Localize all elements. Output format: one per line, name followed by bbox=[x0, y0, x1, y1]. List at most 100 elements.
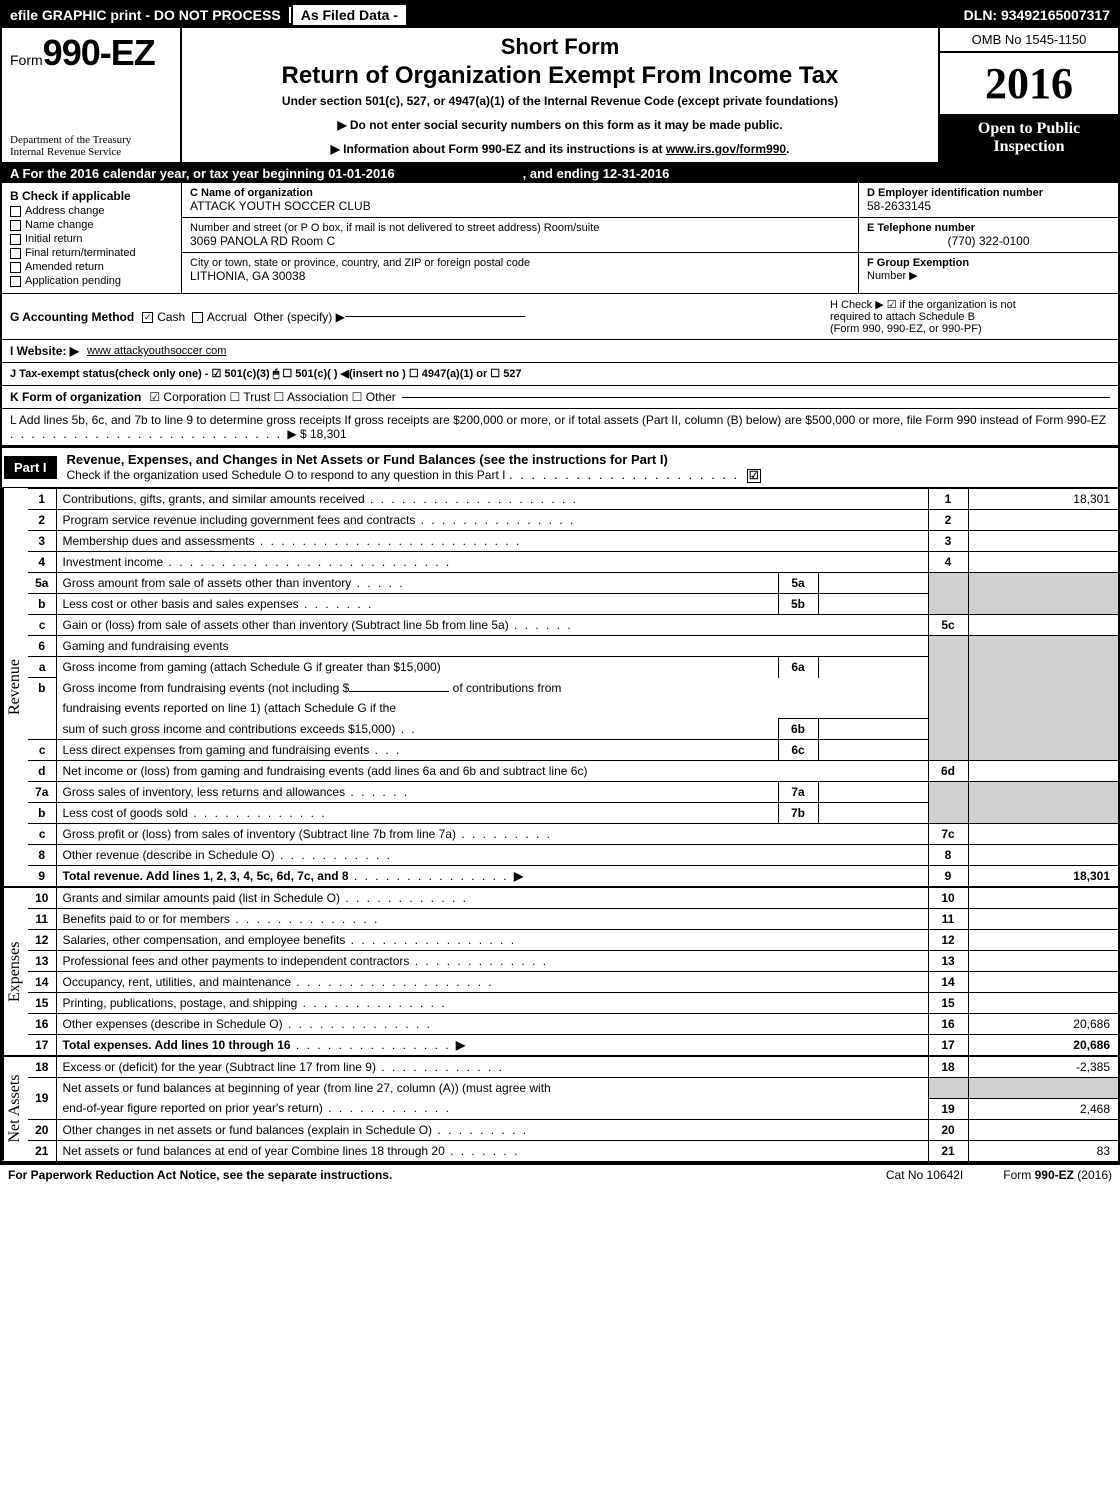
line-17: 17Total expenses. Add lines 10 through 1… bbox=[28, 1035, 1118, 1056]
section-c: C Name of organization ATTACK YOUTH SOCC… bbox=[182, 183, 858, 293]
grp-label2: Number ▶ bbox=[867, 269, 1110, 282]
chk-initial[interactable]: Initial return bbox=[10, 233, 173, 245]
section-b-title: B Check if applicable bbox=[10, 189, 173, 203]
line-21: 21Net assets or fund balances at end of … bbox=[28, 1140, 1118, 1161]
header-mid: Short Form Return of Organization Exempt… bbox=[182, 28, 938, 162]
amt-12 bbox=[968, 930, 1118, 951]
form-header: Form990-EZ Department of the Treasury In… bbox=[2, 28, 1118, 164]
g-label: G Accounting Method bbox=[10, 310, 134, 324]
row-i: I Website: ▶ www attackyouthsoccer com bbox=[2, 340, 1118, 363]
row-a-end: , and ending 12-31-2016 bbox=[523, 166, 670, 181]
amt-3 bbox=[968, 531, 1118, 552]
netassets-section: Net Assets 18Excess or (deficit) for the… bbox=[2, 1055, 1118, 1161]
row-l: L Add lines 5b, 6c, and 7b to line 9 to … bbox=[2, 409, 1118, 446]
website-link[interactable]: www attackyouthsoccer com bbox=[87, 345, 226, 357]
l-amount: ▶ $ 18,301 bbox=[287, 427, 346, 441]
amt-1: 18,301 bbox=[968, 489, 1118, 510]
amt-7c bbox=[968, 824, 1118, 845]
line-11: 11Benefits paid to or for members . . . … bbox=[28, 909, 1118, 930]
val-6a bbox=[818, 657, 928, 678]
val-6b bbox=[818, 719, 928, 740]
line-3: 3Membership dues and assessments . . . .… bbox=[28, 531, 1118, 552]
row-a: A For the 2016 calendar year, or tax yea… bbox=[2, 164, 1118, 183]
return-title: Return of Organization Exempt From Incom… bbox=[192, 62, 928, 90]
g-other: Other (specify) ▶ bbox=[254, 310, 345, 324]
chk-cash[interactable]: ✓Cash bbox=[142, 310, 185, 324]
dept-treasury: Department of the Treasury bbox=[10, 134, 172, 146]
line-5a: 5aGross amount from sale of assets other… bbox=[28, 573, 1118, 594]
tel-label: E Telephone number bbox=[867, 222, 1110, 234]
line-12: 12Salaries, other compensation, and empl… bbox=[28, 930, 1118, 951]
header-left: Form990-EZ Department of the Treasury In… bbox=[2, 28, 182, 162]
amt-2 bbox=[968, 510, 1118, 531]
k-label: K Form of organization bbox=[10, 390, 141, 404]
line-5c: cGain or (loss) from sale of assets othe… bbox=[28, 615, 1118, 636]
row-h: H Check ▶ ☑ if the organization is not r… bbox=[830, 298, 1110, 335]
org-name: ATTACK YOUTH SOCCER CLUB bbox=[190, 199, 850, 213]
org-city: LITHONIA, GA 30038 bbox=[190, 269, 850, 283]
expenses-table: 10Grants and similar amounts paid (list … bbox=[28, 888, 1118, 1055]
row-k: K Form of organization ☑ Corporation ☐ T… bbox=[2, 386, 1118, 409]
chk-amended[interactable]: Amended return bbox=[10, 261, 173, 273]
part1-check[interactable]: ☑ bbox=[747, 469, 761, 483]
chk-name[interactable]: Name change bbox=[10, 219, 173, 231]
chk-final[interactable]: Final return/terminated bbox=[10, 247, 173, 259]
l-text: L Add lines 5b, 6c, and 7b to line 9 to … bbox=[10, 413, 1106, 427]
org-city-row: City or town, state or province, country… bbox=[182, 253, 858, 287]
org-name-label: C Name of organization bbox=[190, 187, 850, 199]
line-2: 2Program service revenue including gover… bbox=[28, 510, 1118, 531]
part1-bar: Part I Revenue, Expenses, and Changes in… bbox=[2, 446, 1118, 488]
row-j: J Tax-exempt status(check only one) - ☑ … bbox=[2, 363, 1118, 386]
dept-block: Department of the Treasury Internal Reve… bbox=[10, 134, 172, 158]
val-7a bbox=[818, 782, 928, 803]
city-label: City or town, state or province, country… bbox=[190, 257, 850, 269]
chk-pending[interactable]: Application pending bbox=[10, 275, 173, 287]
omb-number: OMB No 1545-1150 bbox=[940, 28, 1118, 53]
irs-link[interactable]: www.irs.gov/form990 bbox=[666, 142, 786, 156]
tel-row: E Telephone number (770) 322-0100 bbox=[859, 218, 1118, 253]
form-number: Form990-EZ bbox=[10, 32, 172, 74]
topbar-left: efile GRAPHIC print - DO NOT PROCESS bbox=[2, 7, 291, 23]
line-7c: cGross profit or (loss) from sales of in… bbox=[28, 824, 1118, 845]
line-6: 6Gaming and fundraising events bbox=[28, 636, 1118, 657]
amt-9: 18,301 bbox=[968, 866, 1118, 887]
open-line1: Open to Public bbox=[944, 120, 1114, 138]
short-form-label: Short Form bbox=[192, 34, 928, 60]
revenue-sidelabel: Revenue bbox=[2, 488, 28, 886]
revenue-table: 1Contributions, gifts, grants, and simil… bbox=[28, 488, 1118, 886]
val-5b bbox=[818, 594, 928, 615]
footer-catno: Cat No 10642I bbox=[886, 1168, 963, 1182]
val-7b bbox=[818, 803, 928, 824]
ein-label: D Employer identification number bbox=[867, 187, 1110, 199]
org-street-row: Number and street (or P O box, if mail i… bbox=[182, 218, 858, 253]
tax-year: 2016 bbox=[940, 53, 1118, 114]
open-to-public: Open to Public Inspection bbox=[940, 114, 1118, 162]
row-g: G Accounting Method ✓Cash Accrual Other … bbox=[2, 294, 1118, 340]
line-8: 8Other revenue (describe in Schedule O) … bbox=[28, 845, 1118, 866]
amt-13 bbox=[968, 951, 1118, 972]
section-def: D Employer identification number 58-2633… bbox=[858, 183, 1118, 293]
line-19b: end-of-year figure reported on prior yea… bbox=[28, 1098, 1118, 1119]
line-15: 15Printing, publications, postage, and s… bbox=[28, 993, 1118, 1014]
line-20: 20Other changes in net assets or fund ba… bbox=[28, 1119, 1118, 1140]
chk-address[interactable]: Address change bbox=[10, 205, 173, 217]
line-10: 10Grants and similar amounts paid (list … bbox=[28, 888, 1118, 909]
line-7a: 7aGross sales of inventory, less returns… bbox=[28, 782, 1118, 803]
footer-left: For Paperwork Reduction Act Notice, see … bbox=[8, 1168, 392, 1182]
amt-20 bbox=[968, 1119, 1118, 1140]
line-19a: 19Net assets or fund balances at beginni… bbox=[28, 1078, 1118, 1099]
amt-6d bbox=[968, 761, 1118, 782]
expenses-section: Expenses 10Grants and similar amounts pa… bbox=[2, 886, 1118, 1055]
chk-accrual[interactable]: Accrual bbox=[192, 310, 247, 324]
row-a-begin: A For the 2016 calendar year, or tax yea… bbox=[10, 166, 395, 181]
amt-4 bbox=[968, 552, 1118, 573]
line-4: 4Investment income . . . . . . . . . . .… bbox=[28, 552, 1118, 573]
note-ssn: ▶ Do not enter social security numbers o… bbox=[192, 118, 928, 132]
amt-10 bbox=[968, 888, 1118, 909]
h-line1: H Check ▶ ☑ if the organization is not bbox=[830, 298, 1110, 311]
grp-label: F Group Exemption bbox=[867, 257, 1110, 269]
i-label: I Website: ▶ bbox=[10, 344, 79, 358]
amt-14 bbox=[968, 972, 1118, 993]
expenses-sidelabel: Expenses bbox=[2, 888, 28, 1055]
line-16: 16Other expenses (describe in Schedule O… bbox=[28, 1014, 1118, 1035]
